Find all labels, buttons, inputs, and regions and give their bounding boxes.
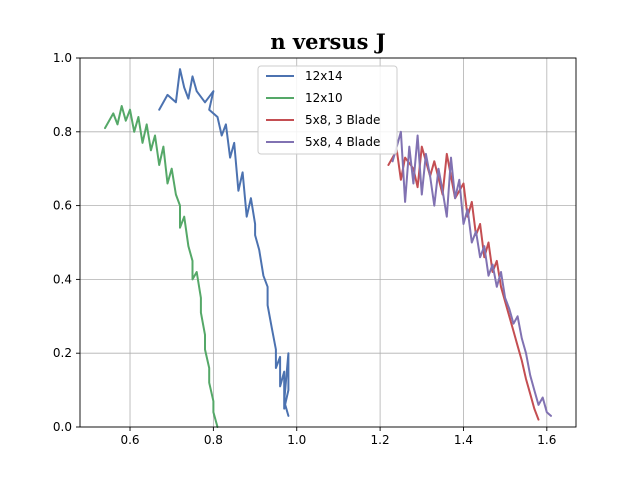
series-layer — [104, 68, 552, 428]
y-tick-label: 0.8 — [53, 125, 72, 139]
y-tick-label: 0.2 — [53, 346, 72, 360]
x-tick-label: 1.0 — [287, 433, 306, 447]
legend: 12x14 12x10 5x8, 3 Blade 5x8, 4 Blade — [257, 65, 398, 155]
ticks-layer: 0.6 0.8 1.0 1.2 1.4 1.6 0.0 0.2 0.4 0.6 0.8 1.0 — [53, 51, 556, 447]
series-line-3 — [391, 130, 552, 417]
y-tick-label: 1.0 — [53, 51, 72, 65]
plot-frame — [79, 57, 577, 428]
x-tick-label: 0.8 — [204, 433, 223, 447]
x-tick-label: 1.2 — [371, 433, 390, 447]
y-tick-label: 0.6 — [53, 199, 72, 213]
series-line-1 — [104, 105, 219, 428]
legend-label: 12x10 — [305, 91, 343, 105]
legend-label: 12x14 — [305, 69, 343, 83]
legend-frame — [257, 65, 398, 155]
y-tick-label: 0.0 — [53, 420, 72, 434]
x-tick-label: 1.6 — [537, 433, 556, 447]
legend-label: 5x8, 4 Blade — [305, 135, 380, 149]
chart-title: n versus J — [270, 29, 385, 54]
y-tick-label: 0.4 — [53, 272, 72, 286]
x-tick-label: 0.6 — [120, 433, 139, 447]
legend-label: 5x8, 3 Blade — [305, 113, 380, 127]
x-tick-label: 1.4 — [454, 433, 473, 447]
series-line-0 — [158, 68, 290, 417]
